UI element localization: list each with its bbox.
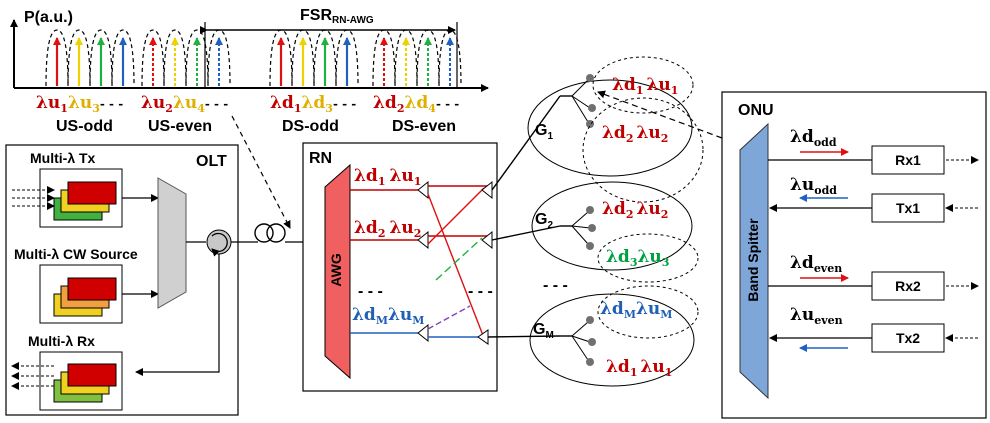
onu-title: ONU	[738, 102, 774, 119]
ds-even-peaks	[372, 29, 462, 87]
tx2-box	[871, 323, 945, 353]
rn-title: RN	[309, 150, 332, 167]
awg-icon	[324, 163, 351, 380]
us-odd-wavelengths: λu1λu3- - -	[36, 93, 123, 115]
ds-even-label: DS-even	[392, 118, 456, 135]
tx1-box	[871, 193, 945, 223]
g2-ellipse	[531, 181, 693, 271]
onu-block: ONU Band Spitter λdodd Rx1 λuodd Tx1 λde…	[721, 91, 987, 419]
olt-title: OLT	[196, 153, 227, 170]
rx1-box	[871, 145, 945, 175]
g2-top-label: λd2 λu2	[602, 199, 668, 221]
tx1-label: Tx1	[896, 200, 920, 216]
rn-dots: - - -	[358, 283, 383, 300]
tx-card-red	[67, 181, 117, 205]
rx2-box	[871, 271, 945, 301]
spectrum-plot: P(a.u.) FSRRN-AWG	[10, 7, 489, 135]
gm-top-label: λdMλuM	[600, 299, 672, 321]
cw-card-red	[67, 277, 117, 301]
g1-label: G1	[535, 122, 553, 142]
us-odd-peaks	[45, 29, 135, 87]
ds-odd-wavelengths: λd1λd3- - -	[270, 93, 356, 115]
ds-odd-label: DS-odd	[282, 118, 339, 135]
onu-row3-label: λdeven	[790, 253, 842, 275]
gm-bottom-label: λd1 λu1	[606, 357, 672, 379]
rn-dots-2: - - -	[468, 283, 493, 300]
rn-port1-label: λd1 λu1	[354, 166, 421, 188]
group-g2: G2 λd2 λu2 λd3λu3	[531, 181, 699, 283]
g1-ellipse	[527, 79, 693, 177]
y-axis-label: P(a.u.)	[24, 9, 73, 26]
us-even-wavelengths: λu2λu4- - -	[141, 93, 228, 115]
tx2-label: Tx2	[896, 330, 920, 346]
awg-label: AWG	[328, 253, 344, 287]
rn-block: RN AWG λd1 λu1 λd2 λu2 - - - λdMλuM - - -	[302, 142, 498, 392]
g1-top-label: λd1 λu1	[612, 75, 678, 97]
band-splitter-label: Band Spitter	[745, 218, 761, 302]
olt-block: OLT Multi-λ Tx Multi-λ CW Source Multi-λ…	[5, 144, 258, 416]
olt-cw-label: Multi-λ CW Source	[14, 246, 138, 262]
us-odd-label: US-odd	[56, 118, 113, 135]
rn-portM-label: λdMλuM	[352, 305, 424, 327]
group-onu-pointer	[597, 90, 723, 139]
ds-odd-peaks	[269, 29, 359, 87]
onu-row2-label: λuodd	[790, 175, 837, 197]
rx-card-red	[67, 363, 117, 387]
fsr-label: FSRRN-AWG	[300, 7, 374, 26]
rn-port2-label: λd2 λu2	[354, 218, 421, 240]
g2-bottom-label: λd3λu3	[606, 247, 669, 269]
us-even-peaks	[141, 29, 231, 87]
groups-dots: - - -	[543, 277, 568, 294]
onu-row1-label: λdodd	[790, 127, 837, 149]
us-even-label: US-even	[148, 118, 212, 135]
rx1-label: Rx1	[895, 152, 921, 168]
group-gm: GM λdMλuM λd1 λu1	[529, 285, 699, 387]
group-g1: G1 λd1 λu1 λd2 λu2	[527, 56, 704, 203]
spectrum-pointer	[231, 115, 291, 229]
olt-mux	[157, 177, 187, 309]
olt-rx-label: Multi-λ Rx	[28, 333, 95, 349]
onu-row4-label: λueven	[790, 305, 843, 327]
g1-bottom-label: λd2 λu2	[602, 123, 668, 145]
gm-label: GM	[533, 321, 554, 341]
g2-label: G2	[535, 211, 553, 231]
ds-even-wavelengths: λd2λd4- - -	[373, 93, 459, 115]
olt-tx-label: Multi-λ Tx	[30, 150, 96, 166]
band-splitter-icon	[739, 122, 769, 400]
rx2-label: Rx2	[895, 278, 921, 294]
